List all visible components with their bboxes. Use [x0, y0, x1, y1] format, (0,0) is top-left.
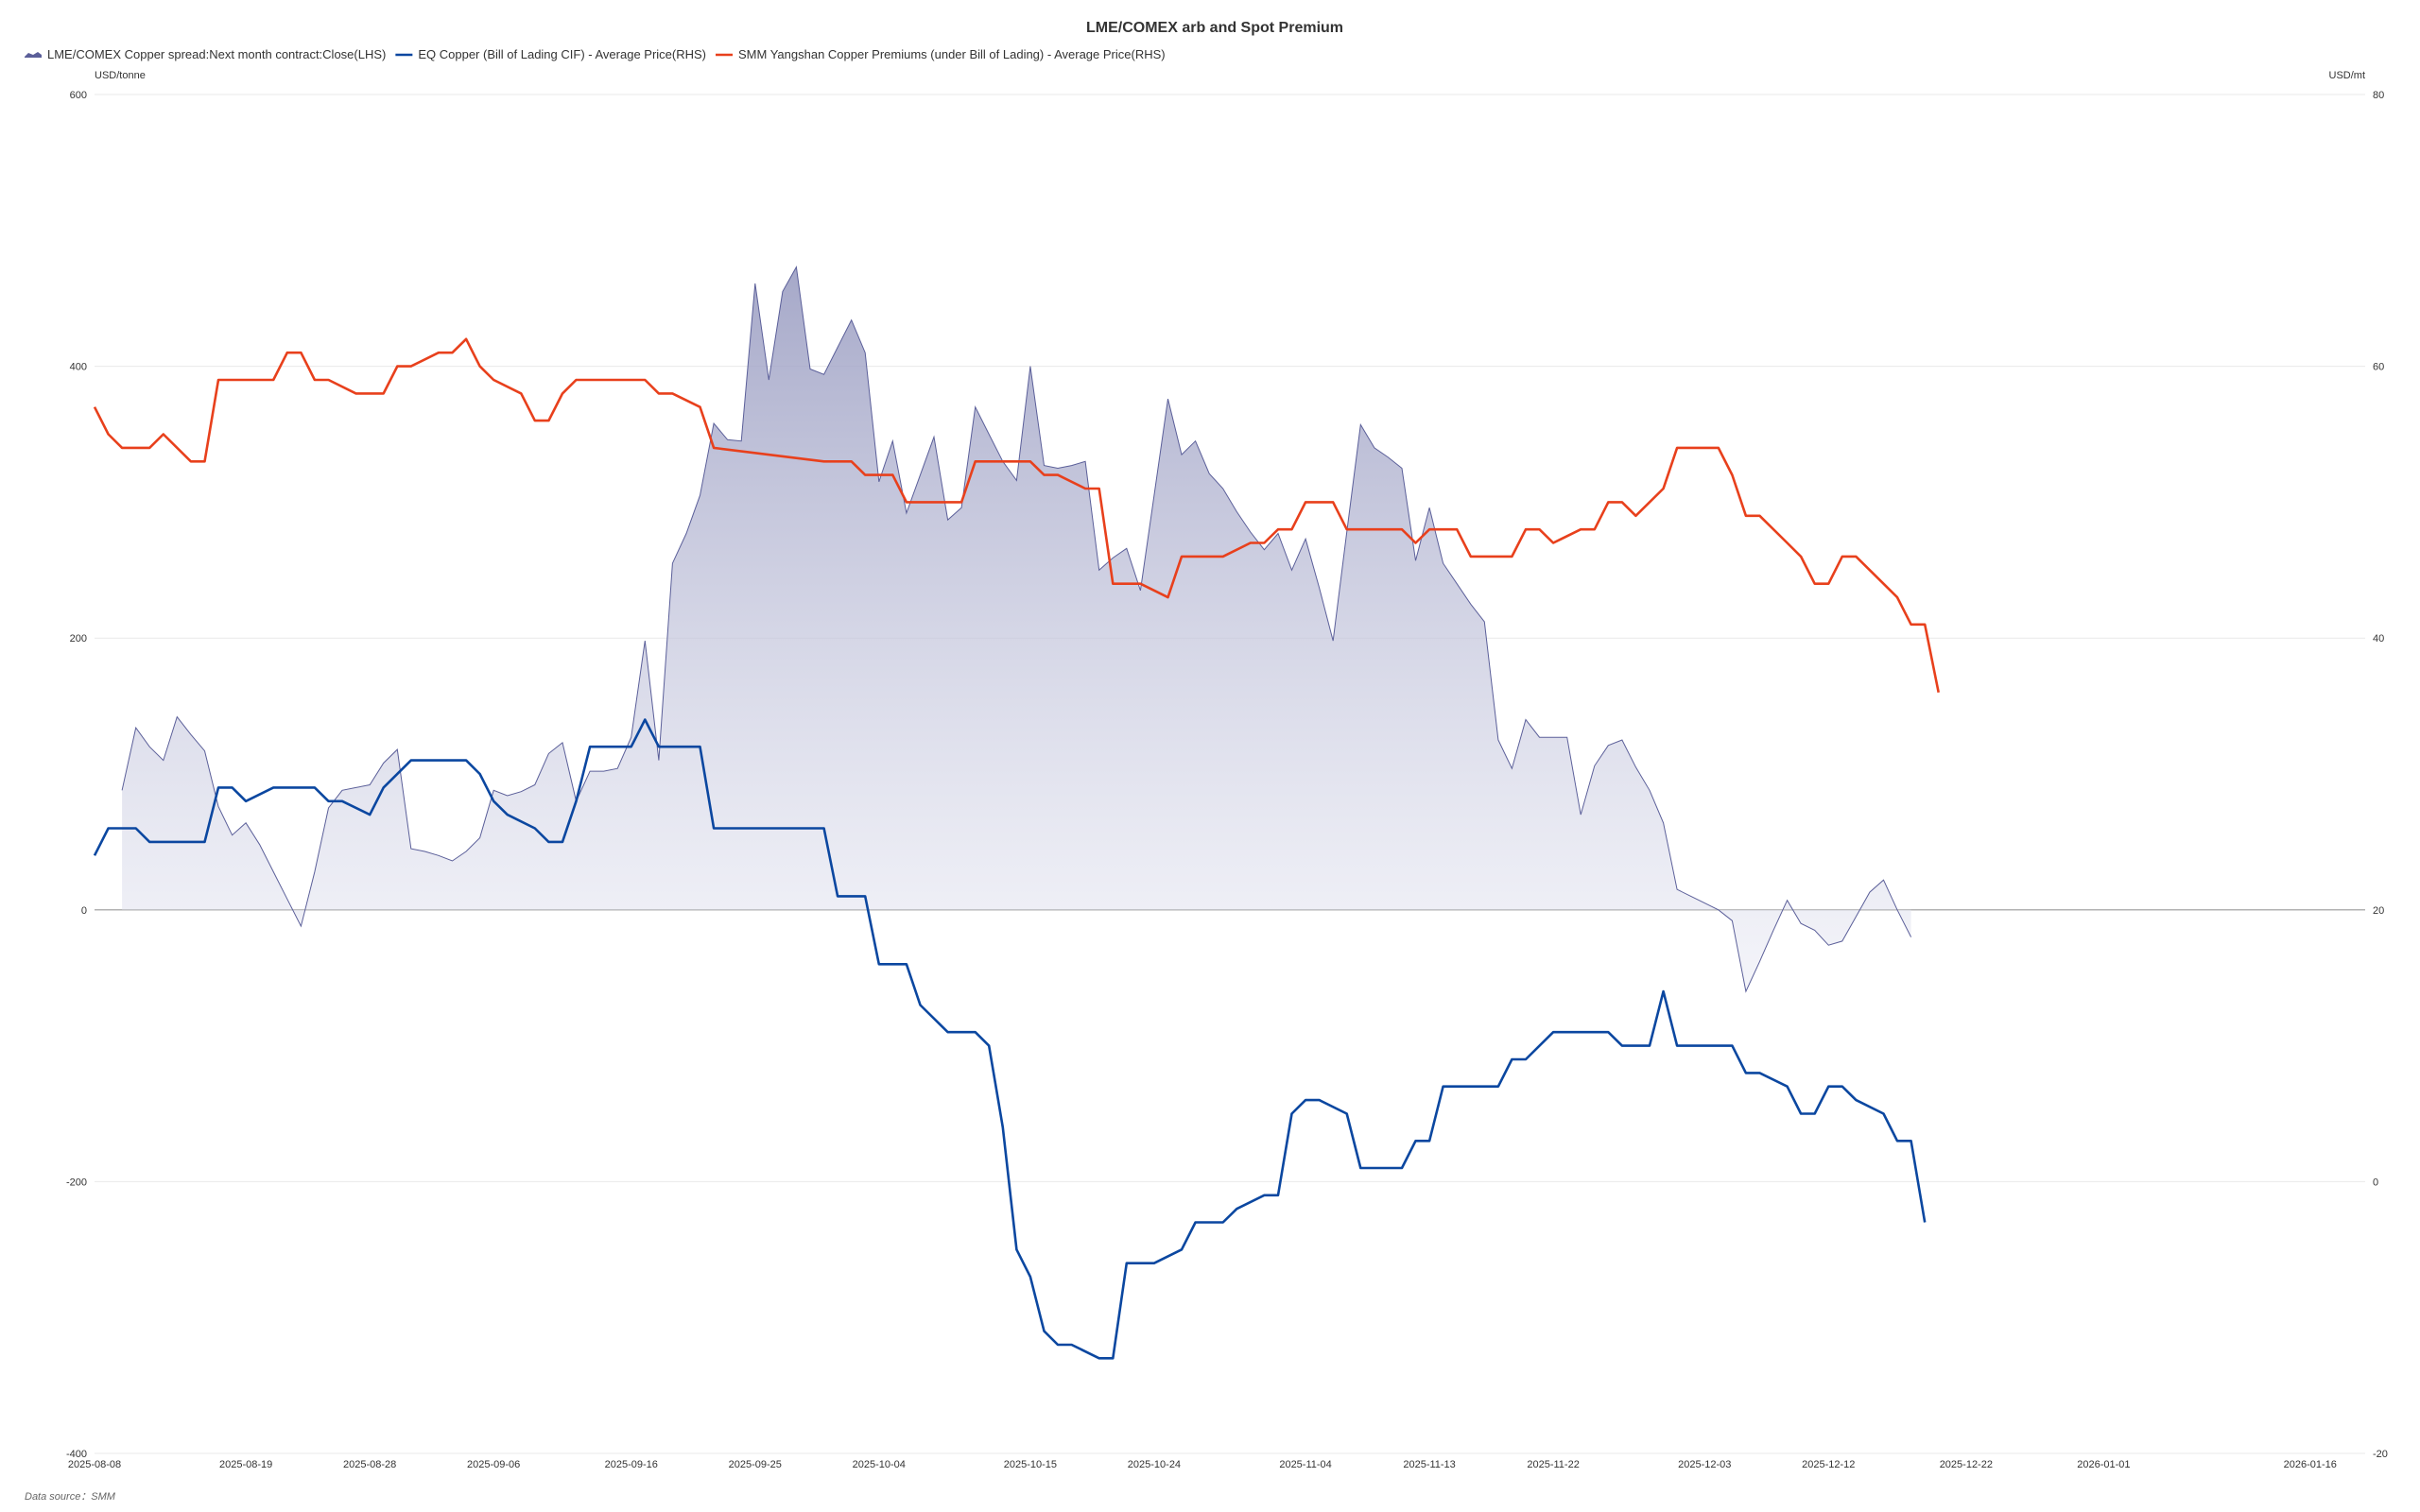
legend-area-swatch	[25, 52, 42, 58]
series-line-lme-comex-spread	[121, 266, 1912, 993]
x-tick-label: 2025-11-22	[1527, 1459, 1579, 1470]
right-tick-label: 20	[2373, 905, 2384, 917]
x-tick-label: 2025-08-28	[343, 1459, 396, 1470]
x-tick-label: 2026-01-16	[2284, 1459, 2337, 1470]
series-line-yangshan-premium	[93, 337, 1940, 693]
x-tick-label: 2025-12-03	[1678, 1459, 1731, 1470]
data-source: Data source：SMM	[25, 1491, 116, 1503]
left-tick-label: 400	[70, 362, 87, 373]
legend-item[interactable]: LME/COMEX Copper spread:Next month contr…	[25, 47, 386, 61]
left-axis-ticks: -400 -200 0 200 400 600	[66, 90, 87, 1460]
legend-item[interactable]: SMM Yangshan Copper Premiums (under Bill…	[716, 47, 1166, 61]
legend-label: EQ Copper (Bill of Lading CIF) - Average…	[418, 47, 706, 61]
x-tick-label: 2026-01-01	[2077, 1459, 2130, 1470]
x-tick-label: 2025-10-24	[1128, 1459, 1181, 1470]
series-area-fill	[122, 266, 1911, 992]
left-axis-unit: USD/tonne	[95, 70, 146, 81]
left-tick-label: -400	[66, 1449, 87, 1460]
x-axis-ticks: 2025-08-08 2025-08-19 2025-08-28 2025-09-06…	[68, 1459, 2337, 1470]
x-tick-label: 2025-08-19	[219, 1459, 272, 1470]
series-layer	[93, 266, 1940, 1360]
legend: LME/COMEX Copper spread:Next month contr…	[25, 47, 1166, 61]
legend-label: LME/COMEX Copper spread:Next month contr…	[47, 47, 386, 61]
x-tick-label: 2025-09-06	[467, 1459, 520, 1470]
right-tick-label: 40	[2373, 633, 2384, 644]
right-tick-label: 60	[2373, 362, 2384, 373]
left-tick-label: 600	[70, 90, 87, 101]
right-axis-ticks: -20 0 20 40 60 80	[2373, 90, 2388, 1460]
x-tick-label: 2025-11-13	[1403, 1459, 1455, 1470]
chart-title: LME/COMEX arb and Spot Premium	[1086, 20, 1343, 36]
x-tick-label: 2025-12-12	[1802, 1459, 1855, 1470]
x-tick-label: 2025-09-25	[729, 1459, 782, 1470]
x-tick-label: 2025-12-22	[1940, 1459, 1993, 1470]
right-tick-label: 0	[2373, 1177, 2378, 1188]
left-tick-label: 0	[81, 905, 87, 917]
legend-label: SMM Yangshan Copper Premiums (under Bill…	[738, 47, 1166, 61]
right-tick-label: -20	[2373, 1449, 2388, 1460]
series-line-eq-copper	[93, 718, 1927, 1360]
x-tick-label: 2025-11-04	[1279, 1459, 1331, 1470]
right-axis-unit: USD/mt	[2329, 70, 2366, 81]
left-tick-label: -200	[66, 1177, 87, 1188]
x-tick-label: 2025-10-15	[1004, 1459, 1057, 1470]
x-tick-label: 2025-10-04	[853, 1459, 906, 1470]
x-tick-label: 2025-08-08	[68, 1459, 121, 1470]
left-tick-label: 200	[70, 633, 87, 644]
x-tick-label: 2025-09-16	[605, 1459, 658, 1470]
legend-item[interactable]: EQ Copper (Bill of Lading CIF) - Average…	[395, 47, 706, 61]
right-tick-label: 80	[2373, 90, 2384, 101]
